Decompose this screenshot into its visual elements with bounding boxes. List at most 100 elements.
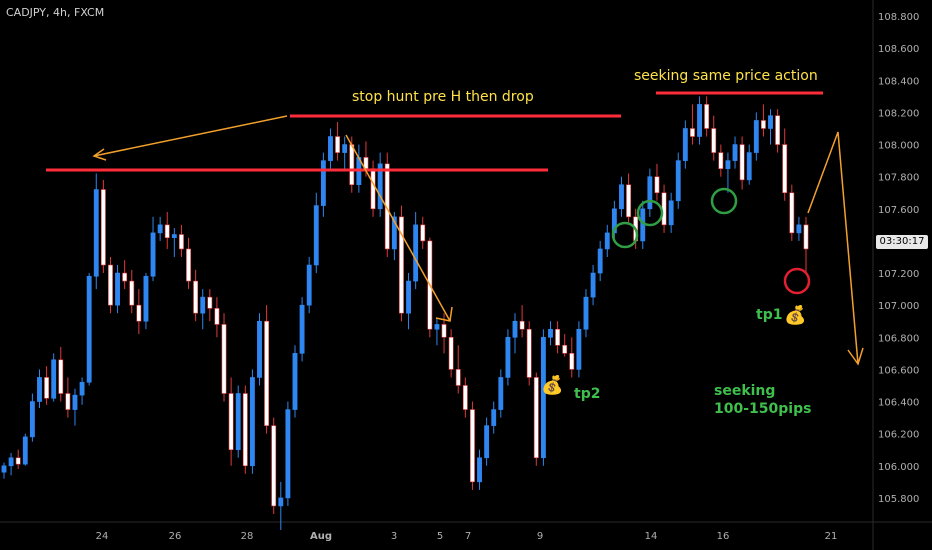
arrow-head [92, 148, 107, 161]
green-circle-marker [611, 221, 639, 249]
candle-body [72, 394, 78, 410]
candle-body [100, 189, 106, 266]
symbol-label[interactable]: CADJPY, 4h, FXCM [6, 6, 105, 19]
candle-body [626, 184, 631, 218]
candle-body [803, 224, 809, 250]
x-tick-label: 3 [391, 531, 397, 542]
candle-body [221, 324, 227, 394]
candle-body [420, 224, 426, 242]
red-circle-marker [783, 267, 811, 295]
candle-body [377, 163, 383, 210]
arrow-head [435, 306, 453, 322]
candle-body [58, 359, 64, 394]
y-tick-label: 108.600 [878, 44, 919, 55]
y-tick-label: 106.800 [878, 333, 919, 344]
candle-body [782, 144, 788, 194]
candle-body [65, 393, 71, 410]
candle-body [271, 425, 277, 507]
candle-body [768, 115, 773, 129]
seeking-line-1: seeking [714, 383, 776, 399]
candle-body [328, 136, 333, 161]
y-tick-label: 106.200 [878, 430, 919, 441]
y-tick-label: 108.200 [878, 108, 919, 119]
candle-body [44, 377, 50, 399]
candle-body [583, 296, 589, 330]
candle-body [29, 401, 35, 438]
candle-body [264, 320, 270, 426]
candle-body [249, 377, 255, 467]
candle-body [136, 304, 142, 322]
candle-body [718, 152, 724, 169]
candle-body [576, 328, 582, 370]
candle-body [505, 336, 511, 378]
candle-body [143, 275, 149, 322]
candle-body [732, 144, 738, 161]
candle-body [555, 328, 561, 346]
candle-body [15, 457, 21, 465]
candle-body [235, 393, 241, 451]
candle-body [86, 275, 92, 383]
tp2-label: tp2 [574, 386, 601, 402]
candle-body [200, 296, 206, 314]
candle-body [51, 359, 57, 399]
candle-body [526, 328, 532, 378]
candle-body [590, 272, 596, 298]
candle-body [171, 234, 177, 239]
candle-body [690, 128, 695, 137]
x-tick-label: 5 [437, 531, 443, 542]
candle-body [278, 497, 284, 507]
candle-body [441, 324, 447, 338]
candle-body [498, 377, 504, 410]
candle-body [335, 136, 341, 153]
x-tick-label: 24 [96, 531, 109, 542]
candle-body [711, 128, 717, 153]
candle-body [228, 393, 234, 451]
candle-body [406, 280, 411, 314]
x-tick-label: 9 [537, 531, 543, 542]
x-tick-label: 16 [717, 531, 730, 542]
candle-body [654, 176, 660, 194]
candle-body [619, 184, 624, 210]
candle-body [186, 248, 191, 282]
x-tick-label: 28 [241, 531, 254, 542]
candle-body [399, 216, 404, 314]
candle-body [37, 377, 42, 402]
candle-body [548, 328, 553, 338]
left-arrow-line [93, 115, 288, 157]
candle-body [491, 409, 497, 426]
x-tick-label: 26 [169, 531, 182, 542]
candle-body [164, 224, 170, 239]
candle-body [122, 272, 128, 282]
candle-body [533, 377, 539, 459]
candle-body [675, 160, 681, 202]
x-tick-label: 7 [465, 531, 471, 542]
candle-body [796, 224, 802, 234]
candle-body [115, 272, 120, 306]
y-tick-label: 105.800 [878, 494, 919, 505]
candle-body [313, 205, 319, 266]
candle-body [540, 336, 546, 459]
candle-body [739, 144, 745, 181]
candle-body [157, 224, 163, 234]
x-tick-label: 21 [825, 531, 838, 542]
candle-body [697, 104, 702, 137]
y-tick-label: 108.400 [878, 76, 919, 87]
tp1-label: tp1 [756, 307, 783, 323]
candle-body [193, 280, 199, 314]
candle-body [477, 457, 482, 483]
candle-body [413, 224, 419, 282]
candle-body [179, 234, 184, 250]
y-tick-label: 106.000 [878, 462, 919, 473]
money-bag-icon: 💰 [784, 305, 807, 326]
candle-body [569, 353, 575, 370]
green-circle-marker [636, 199, 664, 227]
y-tick-label: 108.000 [878, 141, 919, 152]
candle-body [93, 189, 99, 277]
candle-body [79, 381, 85, 396]
candle-body [370, 168, 376, 210]
price-countdown-badge: 03:30:17 [876, 235, 928, 249]
candle-body [746, 152, 752, 181]
same-price-action-annotation: seeking same price action [634, 68, 818, 84]
seeking-line-2: 100-150pips [714, 401, 812, 417]
projection-arrow-line [807, 131, 859, 365]
